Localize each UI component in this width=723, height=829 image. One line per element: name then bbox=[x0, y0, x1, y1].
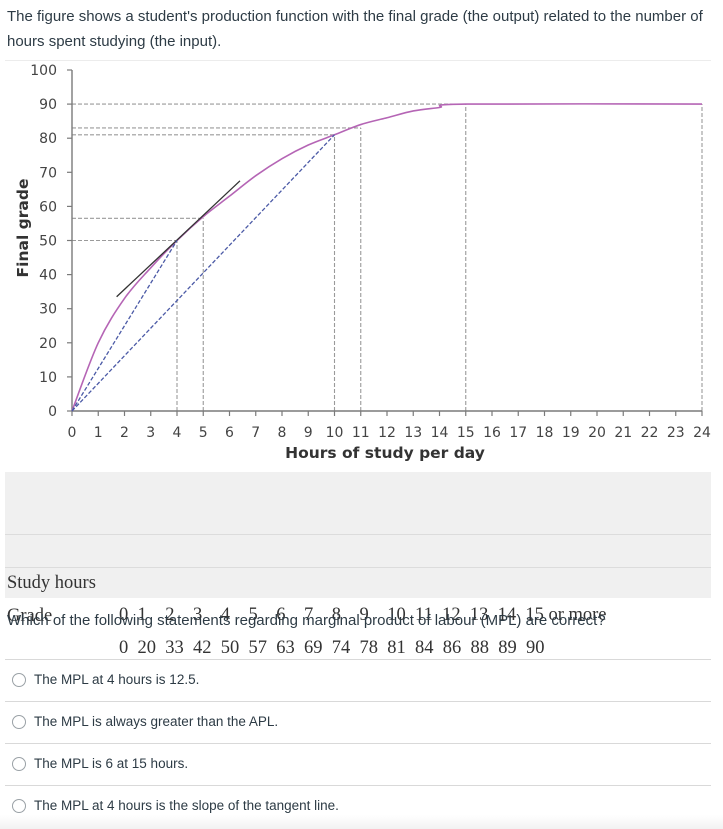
option-label: The MPL at 4 hours is 12.5. bbox=[34, 672, 200, 687]
table-row-values: 0 1 2 3 4 5 6 7 8 9 10 11 12 13 14 15 or… bbox=[119, 605, 607, 625]
production-function-curve bbox=[71, 103, 703, 412]
x-tick-label: 0 bbox=[68, 425, 77, 441]
radio-button[interactable] bbox=[12, 673, 26, 687]
y-tick-label: 30 bbox=[39, 302, 57, 318]
x-tick-label: 10 bbox=[326, 425, 344, 441]
y-tick-label: 0 bbox=[48, 404, 57, 420]
table-row-study-hours: Study hours 0 1 2 3 4 5 6 7 8 9 10 11 12… bbox=[5, 534, 711, 625]
y-tick-label: 100 bbox=[30, 63, 57, 79]
x-tick-label: 13 bbox=[404, 425, 422, 441]
answer-option-1[interactable]: The MPL at 4 hours is 12.5. bbox=[5, 659, 711, 702]
y-tick-label: 40 bbox=[39, 268, 57, 284]
data-table: Study hours 0 1 2 3 4 5 6 7 8 9 10 11 12… bbox=[5, 472, 711, 658]
x-tick-label: 14 bbox=[431, 425, 449, 441]
ray-from-origin bbox=[71, 134, 335, 412]
intro-text: The figure shows a student's production … bbox=[7, 8, 703, 50]
x-tick-label: 5 bbox=[199, 425, 208, 441]
x-tick-label: 2 bbox=[120, 425, 129, 441]
table-row-values: 0 20 33 42 50 57 63 69 74 78 81 84 86 88… bbox=[119, 638, 545, 658]
table-row-grade: Grade 0 20 33 42 50 57 63 69 74 78 81 84… bbox=[5, 567, 711, 658]
x-tick-label: 21 bbox=[614, 425, 632, 441]
table-row-label: Grade bbox=[7, 606, 53, 626]
x-tick-label: 4 bbox=[173, 425, 182, 441]
y-tick-label: 60 bbox=[39, 199, 57, 215]
y-tick-label: 70 bbox=[39, 165, 57, 181]
x-tick-label: 6 bbox=[225, 425, 234, 441]
y-tick-label: 90 bbox=[39, 97, 57, 113]
table-row-label: Study hours bbox=[7, 573, 96, 593]
answer-option-2[interactable]: The MPL is always greater than the APL. bbox=[5, 701, 711, 744]
x-tick-label: 19 bbox=[562, 425, 580, 441]
y-axis-label: Final grade bbox=[14, 179, 32, 278]
option-label: The MPL is always greater than the APL. bbox=[34, 714, 279, 729]
production-function-chart: 0 1 2 3 4 5 6 7 8 9 10 11 12 13 14 15 16 17 18 19 20 21 22 23 24… bbox=[14, 63, 711, 462]
x-tick-label: 3 bbox=[146, 425, 155, 441]
question-text: Which of the following statements regard… bbox=[7, 612, 606, 629]
y-tick-label: 20 bbox=[39, 336, 57, 352]
y-tick-label: 50 bbox=[39, 234, 57, 250]
option-label: The MPL is 6 at 15 hours. bbox=[34, 756, 189, 771]
reference-lines bbox=[72, 103, 703, 411]
x-tick-label: 24 bbox=[693, 425, 711, 441]
bottom-fade bbox=[0, 815, 723, 829]
ray-from-origin bbox=[71, 240, 178, 412]
x-tick-label: 11 bbox=[352, 425, 370, 441]
y-tick-label: 10 bbox=[39, 370, 57, 386]
x-tick-label: 15 bbox=[457, 425, 475, 441]
x-tick-label: 22 bbox=[641, 425, 659, 441]
tangent-line bbox=[116, 180, 241, 298]
x-tick-label: 7 bbox=[251, 425, 260, 441]
answer-option-4[interactable]: The MPL at 4 hours is the slope of the t… bbox=[5, 785, 711, 828]
x-tick-label: 12 bbox=[378, 425, 396, 441]
x-tick-label: 23 bbox=[667, 425, 685, 441]
series-lines bbox=[71, 103, 703, 412]
x-tick-label: 18 bbox=[536, 425, 554, 441]
option-label: The MPL at 4 hours is the slope of the t… bbox=[34, 798, 339, 813]
x-axis-label: Hours of study per day bbox=[285, 444, 485, 462]
x-tick-label: 8 bbox=[278, 425, 287, 441]
radio-button[interactable] bbox=[12, 715, 26, 729]
radio-button[interactable] bbox=[12, 799, 26, 813]
x-tick-label: 9 bbox=[304, 425, 313, 441]
divider bbox=[5, 60, 711, 61]
x-tick-label: 20 bbox=[588, 425, 606, 441]
radio-button[interactable] bbox=[12, 757, 26, 771]
x-tick-label: 16 bbox=[483, 425, 501, 441]
x-tick-label: 1 bbox=[94, 425, 103, 441]
y-tick-label: 80 bbox=[39, 131, 57, 147]
answer-option-3[interactable]: The MPL is 6 at 15 hours. bbox=[5, 743, 711, 786]
axes: 0 1 2 3 4 5 6 7 8 9 10 11 12 13 14 15 16 17 18 19 20 21 22 23 24… bbox=[30, 63, 711, 441]
x-tick-label: 17 bbox=[509, 425, 527, 441]
